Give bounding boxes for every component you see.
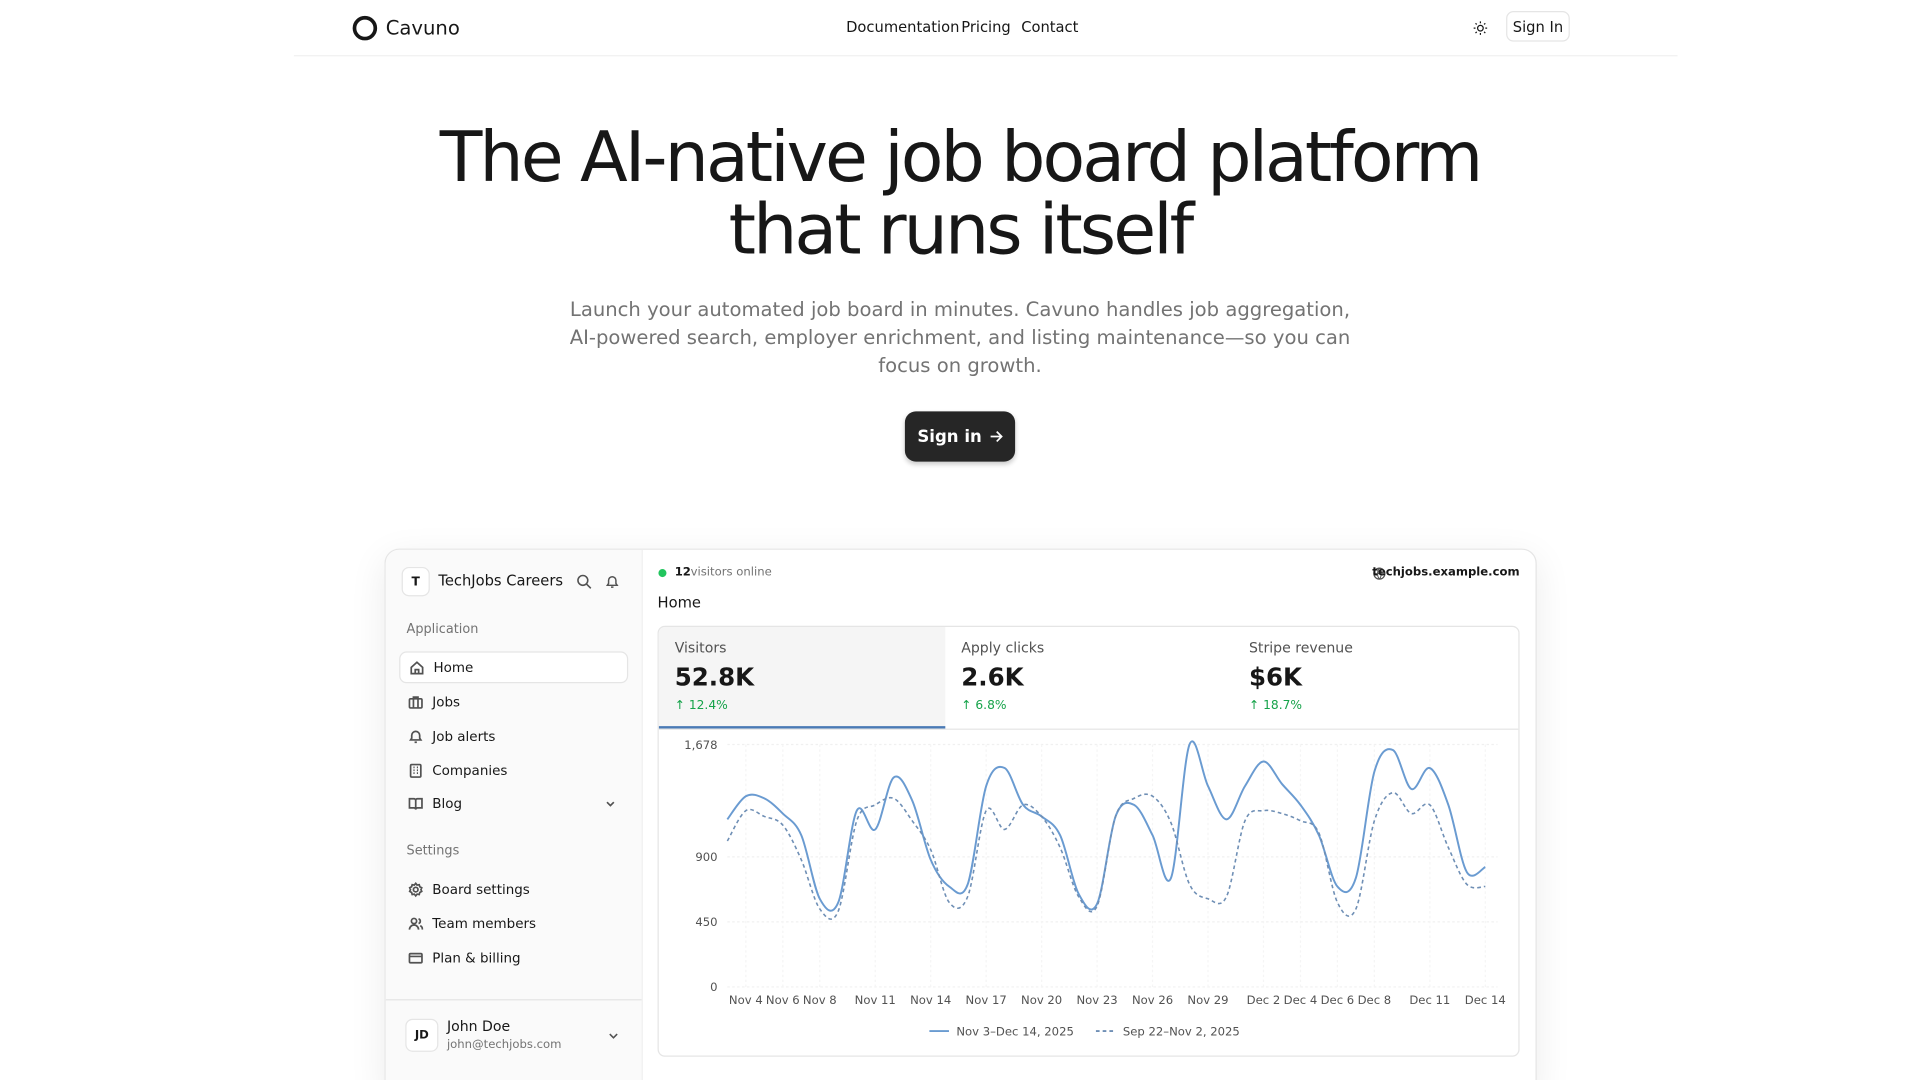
nav-label[interactable]: Job alerts xyxy=(432,727,496,744)
x-tick-label: Dec 14 xyxy=(1465,993,1506,1007)
legend-label: Nov 3–Dec 14, 2025 xyxy=(956,1024,1074,1038)
stat-change-value: 12.4% xyxy=(688,699,728,713)
divider xyxy=(658,728,1519,730)
nav-link[interactable]: Documentation xyxy=(846,18,960,36)
analytics-card: Visitors 52.8K ↑ 12.4% Apply clicks 2.6K ↑ 6… xyxy=(657,625,1520,1057)
series-line xyxy=(726,740,1486,912)
bell-icon[interactable] xyxy=(605,574,620,589)
nav-label[interactable]: Plan & billing xyxy=(432,949,521,966)
x-tick-label: Nov 8 xyxy=(803,993,837,1007)
user-email: john@techjobs.com xyxy=(446,1038,562,1052)
online-count: 12 xyxy=(674,565,691,580)
x-tick-label: Nov 4 xyxy=(729,993,763,1007)
y-tick-label: 450 xyxy=(695,915,717,929)
x-tick-label: Nov 17 xyxy=(966,993,1007,1007)
x-tick-label: Dec 8 xyxy=(1358,993,1392,1007)
brand[interactable]: Cavuno xyxy=(385,15,460,40)
sign-in-button[interactable]: Sign In xyxy=(1506,11,1570,42)
x-tick-label: Dec 11 xyxy=(1409,993,1450,1007)
stat-change: ↑ 12.4% xyxy=(674,699,728,713)
search-icon[interactable] xyxy=(577,574,592,589)
stat-label: Stripe revenue xyxy=(1248,639,1353,657)
x-tick-label: Nov 26 xyxy=(1132,993,1173,1007)
hero-subtitle: Launch your automated job board in minut… xyxy=(569,297,1351,378)
y-tick-label: 900 xyxy=(695,850,717,864)
nav-item[interactable]: Plan & billing xyxy=(399,942,628,974)
page-title: Home xyxy=(657,593,701,612)
user-name: John Doe xyxy=(446,1017,511,1035)
nav-label[interactable]: Blog xyxy=(432,795,463,812)
x-tick-label: Nov 23 xyxy=(1076,993,1117,1007)
hero-title: The AI-native job board platform that ru… xyxy=(439,117,1484,271)
x-tick-label: Dec 4 xyxy=(1284,993,1318,1007)
workspace-name[interactable]: TechJobs Careers xyxy=(438,571,564,589)
nav-label[interactable]: Board settings xyxy=(432,881,530,897)
nav-label[interactable]: Jobs xyxy=(432,693,461,710)
user-avatar: JD xyxy=(405,1018,439,1052)
x-tick-label: Nov 6 xyxy=(766,993,800,1007)
x-tick-label: Nov 29 xyxy=(1187,993,1228,1007)
section-title: Application xyxy=(406,622,479,637)
cta-button[interactable]: Sign in xyxy=(904,411,1016,462)
sidebar: T TechJobs Careers Application Home Jobs… xyxy=(385,549,643,1080)
legend-label: Sep 22–Nov 2, 2025 xyxy=(1123,1024,1240,1038)
online-dot xyxy=(658,569,667,578)
x-tick-label: Dec 2 xyxy=(1247,993,1281,1007)
nav-item[interactable]: Companies xyxy=(399,754,628,786)
nav-item[interactable]: Jobs xyxy=(399,686,628,718)
stat-change: ↑ 6.8% xyxy=(961,699,1007,713)
globe-icon xyxy=(1373,567,1386,580)
nav-item[interactable]: Job alerts xyxy=(399,720,628,752)
y-tick-label: 1,678 xyxy=(684,738,717,752)
chevron[interactable] xyxy=(602,795,618,811)
stat-value: 2.6K xyxy=(961,662,1024,692)
stat-value: 52.8K xyxy=(674,662,755,692)
board-domain[interactable]: techjobs.example.com xyxy=(1372,565,1520,580)
x-tick-label: Dec 6 xyxy=(1321,993,1355,1007)
navbar: Cavuno Documentation Pricing Contact Sig… xyxy=(293,0,1678,57)
x-tick-label: Nov 20 xyxy=(1021,993,1062,1007)
dashboard-preview: T TechJobs Careers Application Home Jobs… xyxy=(384,548,1537,1080)
stat-label: Visitors xyxy=(674,639,727,657)
nav-item[interactable]: Board settings xyxy=(399,873,628,905)
workspace-avatar: T xyxy=(401,566,430,597)
logo xyxy=(352,15,378,41)
arrow-icon xyxy=(990,431,1003,443)
nav-item[interactable]: Home xyxy=(399,651,629,684)
nav-label[interactable]: Companies xyxy=(432,762,508,779)
nav-label[interactable]: Team members xyxy=(432,915,537,932)
stat-tab[interactable]: Stripe revenue $6K ↑ 18.7% xyxy=(1233,627,1518,729)
theme-toggle[interactable] xyxy=(1473,21,1488,36)
user-menu-chevron[interactable] xyxy=(606,1029,621,1044)
stat-tab[interactable]: Apply clicks 2.6K ↑ 6.8% xyxy=(945,627,1232,729)
divider xyxy=(385,999,642,1001)
stat-change: ↑ 18.7% xyxy=(1248,699,1303,713)
nav-label[interactable]: Home xyxy=(433,659,474,676)
online-text: visitors online xyxy=(690,565,772,580)
stat-change-value: 18.7% xyxy=(1263,699,1303,713)
cta-label[interactable]: Sign in xyxy=(917,426,982,447)
x-tick-label: Nov 14 xyxy=(910,993,951,1007)
section-title: Settings xyxy=(406,843,460,859)
stat-value: $6K xyxy=(1248,662,1303,692)
stat-tab[interactable]: Visitors 52.8K ↑ 12.4% xyxy=(658,626,946,729)
nav-item[interactable]: Team members xyxy=(399,907,628,939)
nav-link[interactable]: Contact xyxy=(1021,18,1079,36)
nav-item[interactable]: Blog xyxy=(399,787,628,819)
y-tick-label: 0 xyxy=(710,980,717,994)
x-tick-label: Nov 11 xyxy=(855,993,896,1007)
line-chart: 0 450 900 1,678 Nov 4 Nov 6 Nov 8 Nov 11 Nov 14 N… xyxy=(684,738,1506,1039)
stat-label: Apply clicks xyxy=(961,639,1045,657)
stat-change-value: 6.8% xyxy=(975,699,1007,713)
nav-link[interactable]: Pricing xyxy=(961,18,1011,36)
